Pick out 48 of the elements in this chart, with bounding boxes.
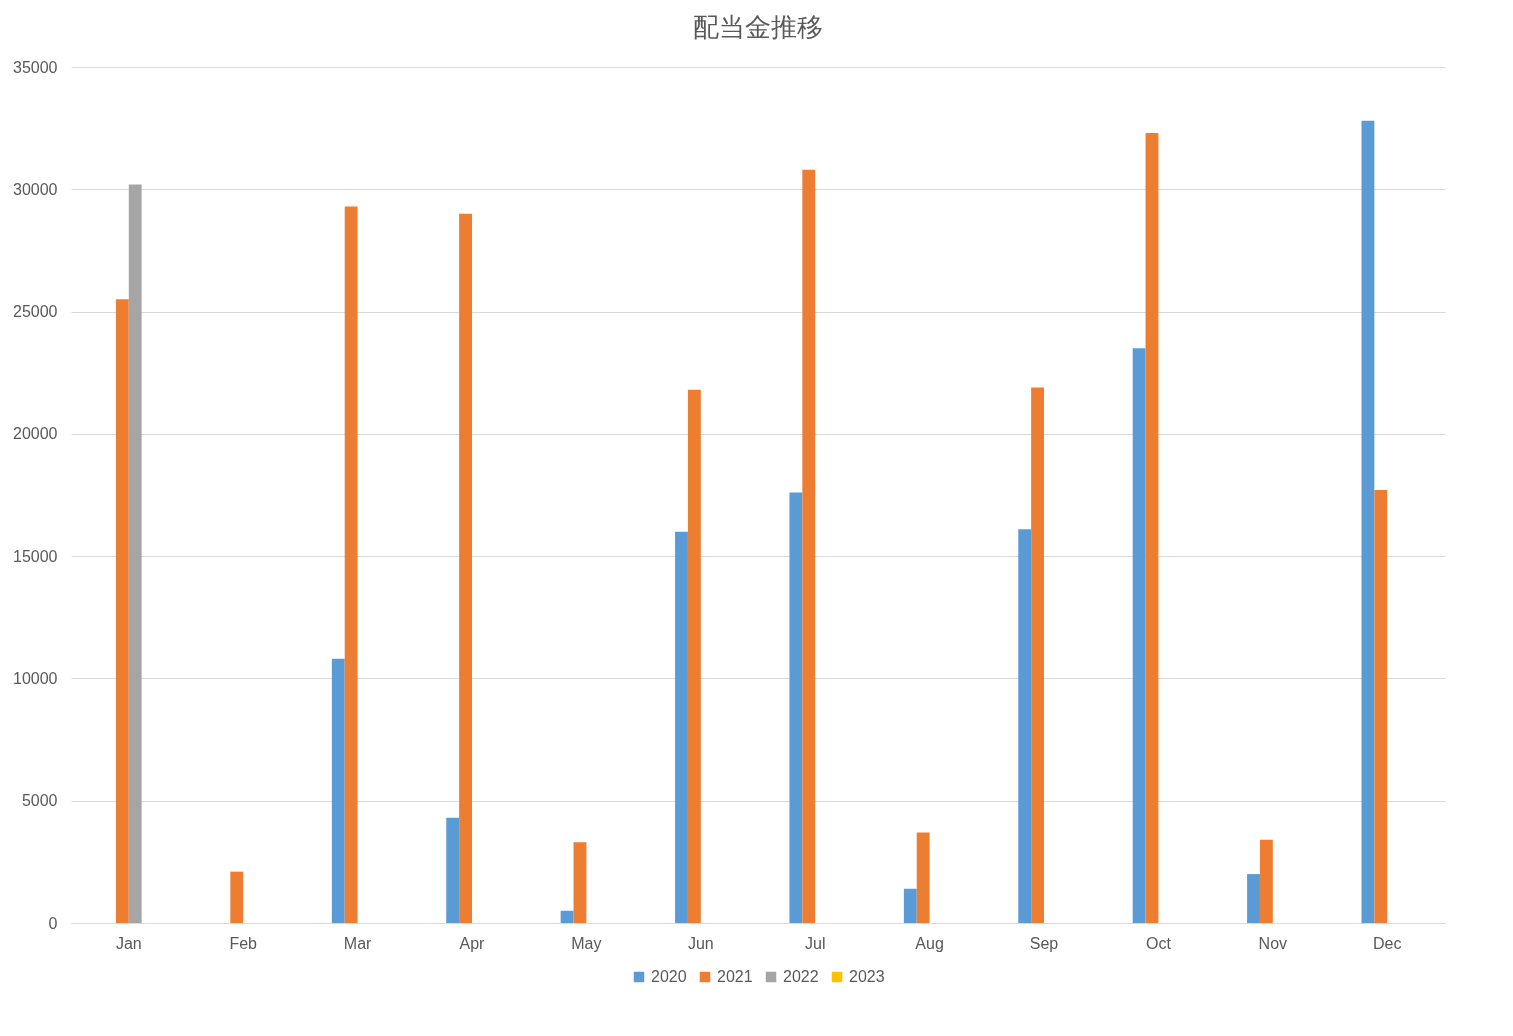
bar [230,871,244,923]
legend-label: 2021 [717,968,753,985]
bar [1145,133,1159,923]
x-tick-label: Jul [804,934,826,952]
bar [1361,120,1375,923]
bar [1031,387,1045,923]
x-tick-label: Sep [1029,934,1059,952]
x-tick-label: Aug [915,934,944,952]
legend-label: 2020 [651,968,687,985]
bar [916,832,930,923]
y-tick-label: 5000 [21,792,58,810]
legend-label: 2022 [783,968,819,985]
y-tick-label: 25000 [13,303,58,321]
y-tick-label: 30000 [13,180,58,198]
x-tick-label: Oct [1145,934,1172,952]
y-tick-label: 10000 [13,669,58,687]
y-tick-label: 0 [48,914,58,932]
bar [344,206,358,923]
bar [446,817,460,923]
y-tick-label: 35000 [13,58,58,76]
y-tick-label: 15000 [13,547,58,565]
x-tick-label: Apr [459,934,486,952]
x-tick-label: Jun [687,934,714,952]
bar [1018,529,1032,923]
bar [560,910,574,923]
x-tick-label: Nov [1258,934,1288,952]
x-tick-label: Dec [1373,934,1402,952]
bar [459,213,472,923]
bar [675,531,688,923]
bar [1259,839,1273,923]
bar [903,888,917,923]
bar [1374,490,1388,923]
bar [802,169,816,923]
bar [1132,348,1146,923]
bar [115,299,129,923]
bar [573,842,587,923]
x-tick-label: May [571,934,602,952]
x-tick-label: Jan [115,934,142,952]
legend-label: 2023 [849,968,885,985]
x-tick-label: Feb [229,934,258,952]
x-tick-label: Mar [343,934,373,952]
bar [128,184,142,923]
chart-title: 配当金推移 [693,12,823,42]
bar [331,658,345,923]
bar [1247,874,1260,923]
bar [687,389,701,923]
bar [789,492,803,923]
y-tick-label: 20000 [13,425,58,443]
